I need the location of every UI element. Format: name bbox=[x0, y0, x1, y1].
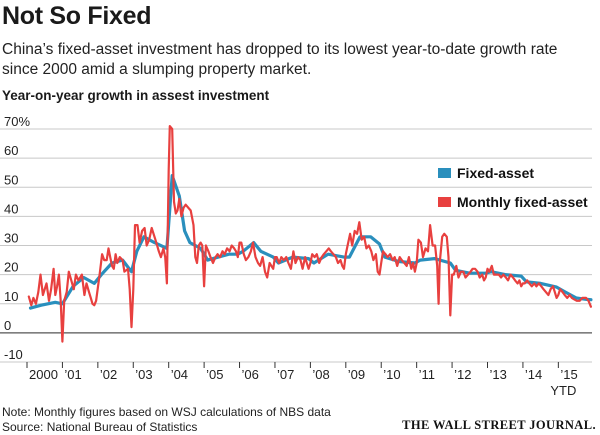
y-tick-label: 0 bbox=[4, 318, 11, 333]
x-tick-label: ’10 bbox=[383, 367, 400, 382]
x-tick-label: ’12 bbox=[454, 367, 471, 382]
x-tick-label: ’02 bbox=[100, 367, 117, 382]
x-tick-label: ’07 bbox=[277, 367, 294, 382]
series-line-monthly-fixed-asset bbox=[27, 125, 592, 343]
y-tick-label: 10 bbox=[4, 289, 18, 304]
x-tick-label: ’05 bbox=[206, 367, 223, 382]
chart-heading: Year-on-year growth in assest investment bbox=[2, 88, 270, 103]
x-tick-label-ytd: YTD bbox=[550, 383, 576, 398]
chart-title: Not So Fixed bbox=[2, 2, 152, 30]
legend-swatch-monthly-fixed-asset bbox=[438, 197, 451, 207]
y-tick-label: 70% bbox=[4, 114, 30, 129]
x-tick-label: ’09 bbox=[348, 367, 365, 382]
x-axis-labels: 2000 ’01 ’02 ’03 ’04 ’05 ’06 ’07 ’08 ’09 ’10 ’11 ’12… bbox=[29, 367, 578, 398]
x-tick-label: ’03 bbox=[135, 367, 152, 382]
x-tick-label: ’13 bbox=[490, 367, 507, 382]
x-tick-label: ’15 bbox=[560, 367, 577, 382]
x-tick-label: ’14 bbox=[525, 367, 542, 382]
legend-swatch-fixed-asset bbox=[438, 168, 451, 178]
y-tick-label: 40 bbox=[4, 201, 18, 216]
series-lines bbox=[27, 125, 593, 343]
x-tick-label: ’06 bbox=[242, 367, 259, 382]
x-tick-label: 2000 bbox=[29, 367, 58, 382]
y-tick-label: 20 bbox=[4, 260, 18, 275]
footnote: Note: Monthly figures based on WSJ calcu… bbox=[2, 405, 331, 419]
legend-label-fixed-asset: Fixed-asset bbox=[457, 165, 534, 181]
line-chart: 70% 60 50 40 30 20 10 0 -10 2000 ’01 ’02 ’03 ’04 ’05 ’… bbox=[0, 114, 593, 398]
source-note: Source: National Bureau of Statistics bbox=[2, 420, 198, 434]
y-tick-label: 50 bbox=[4, 172, 18, 187]
x-tick-label: ’01 bbox=[64, 367, 81, 382]
x-tick-label: ’11 bbox=[419, 367, 435, 382]
x-tick-label: ’04 bbox=[171, 367, 188, 382]
y-tick-label: 60 bbox=[4, 143, 18, 158]
y-tick-label: -10 bbox=[4, 347, 23, 362]
y-axis-labels: 70% 60 50 40 30 20 10 0 -10 bbox=[4, 114, 30, 362]
legend: Fixed-asset Monthly fixed-asset bbox=[438, 165, 588, 210]
x-axis-ticks bbox=[26, 362, 559, 368]
y-gridlines bbox=[0, 128, 592, 363]
legend-label-monthly-fixed-asset: Monthly fixed-asset bbox=[457, 194, 588, 210]
y-tick-label: 30 bbox=[4, 231, 18, 246]
chart-subtitle: China’s fixed-asset investment has dropp… bbox=[2, 41, 558, 78]
x-tick-label: ’08 bbox=[312, 367, 329, 382]
publisher-logo: THE WALL STREET JOURNAL. bbox=[402, 418, 596, 432]
